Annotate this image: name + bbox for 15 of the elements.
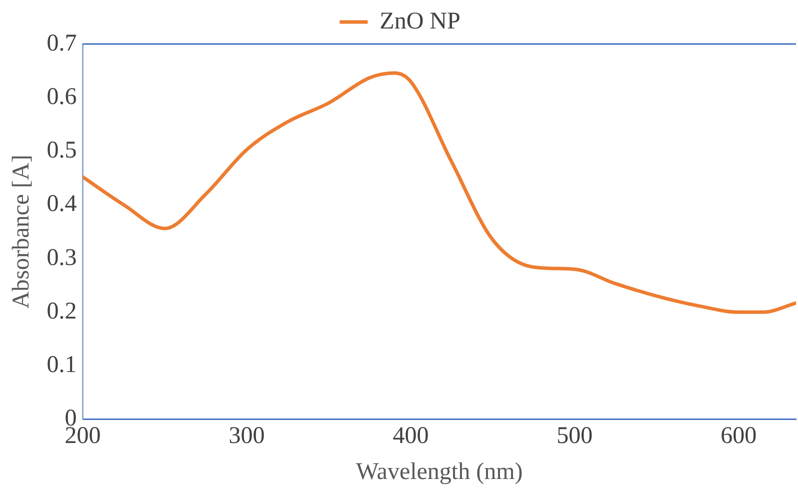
y-axis-title: Absorbance [A]	[8, 154, 35, 309]
y-tick-label: 0.6	[46, 84, 77, 110]
y-tick-label: 0.3	[46, 244, 77, 271]
x-tick-label: 600	[720, 423, 757, 450]
x-axis-title: Wavelength (nm)	[356, 458, 523, 485]
legend-label: ZnO NP	[380, 8, 460, 34]
line-series	[82, 71, 796, 314]
y-tick-label: 0.7	[46, 30, 77, 56]
x-tick-label: 300	[228, 423, 265, 450]
y-tick-label: 0.1	[46, 352, 77, 378]
y-tick-label: 0.4	[46, 191, 77, 218]
y-tick-label: 0.2	[46, 298, 77, 324]
x-tick-label: 400	[392, 423, 429, 450]
x-tick-label: 500	[556, 423, 593, 450]
y-tick-label: 0.5	[46, 138, 77, 164]
